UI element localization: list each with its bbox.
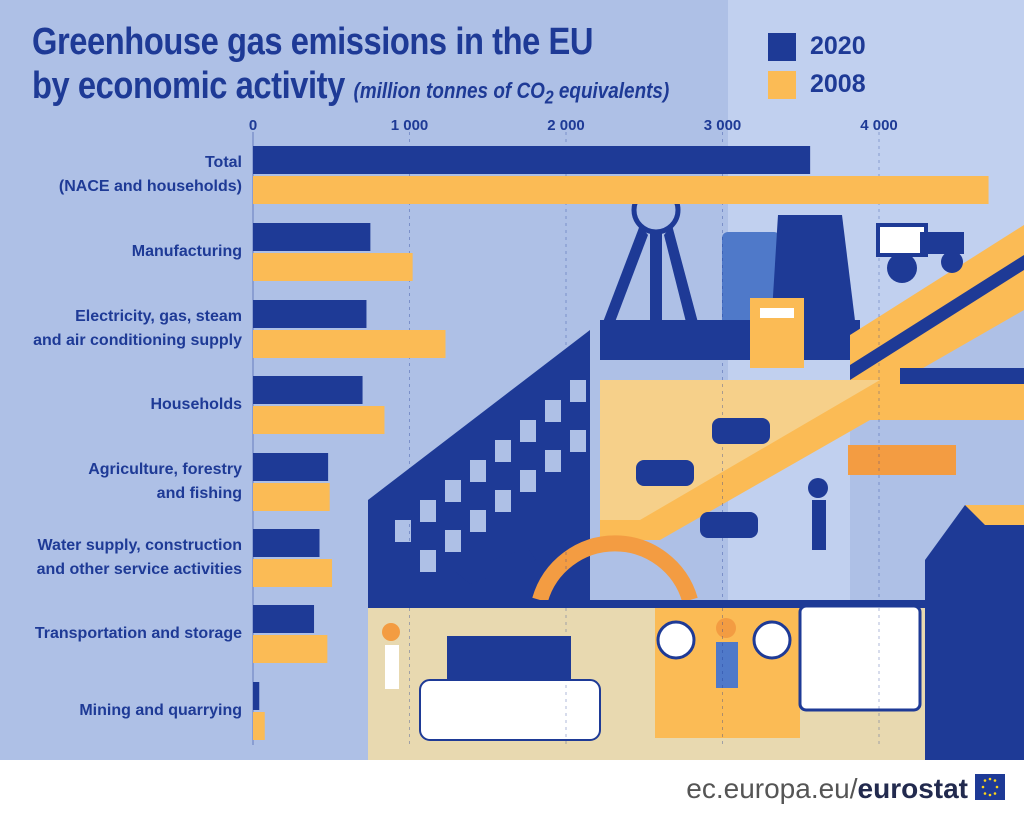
x-tick-label: 3 000 <box>704 117 742 134</box>
house-roof <box>965 505 1024 525</box>
bar-2008 <box>253 330 446 358</box>
legend-item-2008: 2008 <box>768 70 866 99</box>
building-windows <box>395 380 586 572</box>
legend-label-2020: 2020 <box>810 32 866 60</box>
eu-flag-icon <box>975 774 1005 800</box>
houses <box>925 505 1024 760</box>
footer <box>0 760 1024 818</box>
category-label: Households <box>150 396 242 413</box>
thermostat-arc <box>532 535 698 603</box>
bar-2008 <box>253 253 413 281</box>
person-icon <box>382 478 828 689</box>
factory-base <box>600 320 860 360</box>
source-domain: ec.europa.eu/ <box>686 773 858 804</box>
tractor-icon <box>876 223 964 283</box>
sofa-icon <box>419 679 601 741</box>
source-brand: eurostat <box>857 773 968 804</box>
crane-load <box>848 445 956 475</box>
bar-2008 <box>253 559 333 587</box>
category-label: Electricity, gas, steam <box>75 308 242 325</box>
chart-title-text: by economic activity <box>32 65 345 107</box>
crane-arm <box>900 368 1024 384</box>
category-label: and other service activities <box>37 561 243 578</box>
category-label: Mining and quarrying <box>79 702 242 719</box>
fan-icon <box>656 620 696 660</box>
legend-swatch-2020 <box>768 32 796 61</box>
fan-icon <box>752 620 792 660</box>
car-icon <box>636 418 770 538</box>
x-tick-label: 4 000 <box>860 117 898 134</box>
category-label: Manufacturing <box>132 243 242 260</box>
legend-swatch-2008 <box>768 70 796 99</box>
truck-icon <box>798 604 922 712</box>
bar-2020 <box>253 300 367 328</box>
legend-label-2008: 2008 <box>810 70 866 98</box>
bar-2008 <box>253 712 265 740</box>
legend-item-2020: 2020 <box>768 32 866 61</box>
chart-title-line1: Greenhouse gas emissions in the EU <box>32 21 594 63</box>
bar-2008 <box>253 635 328 663</box>
subtitle-text: (million tonnes of CO <box>353 78 545 103</box>
subtitle-subscript: 2 <box>544 86 554 108</box>
bar-2020 <box>253 453 329 481</box>
x-tick-label: 1 000 <box>391 117 429 134</box>
bar-2020 <box>253 376 363 404</box>
floor-line <box>368 600 1018 608</box>
bar-2008 <box>253 483 330 511</box>
chart-subtitle: (million tonnes of CO2 equivalents) <box>353 78 670 107</box>
bar-2020 <box>253 682 260 710</box>
x-tick-label: 2 000 <box>547 117 585 134</box>
chart-title-line2: by economic activity (million tonnes of … <box>32 66 669 117</box>
bar-2020 <box>253 605 315 633</box>
bar-2020 <box>253 223 371 251</box>
category-label: (NACE and households) <box>59 178 242 195</box>
source-link[interactable]: ec.europa.eu/eurostat <box>686 773 968 805</box>
bar-2008 <box>253 406 385 434</box>
x-tick-label: 0 <box>249 117 257 134</box>
factory-window <box>760 308 794 318</box>
category-label: and fishing <box>157 485 242 502</box>
bar-2020 <box>253 146 811 174</box>
subtitle-text-end: equivalents) <box>553 78 670 103</box>
category-label: and air conditioning supply <box>33 332 242 349</box>
airplane-icon <box>456 548 536 584</box>
category-label: Agriculture, forestry <box>88 461 242 478</box>
field-row <box>850 255 1024 380</box>
category-label: Transportation and storage <box>35 625 242 642</box>
bar-2008 <box>253 176 989 204</box>
bar-2020 <box>253 529 320 557</box>
category-label: Water supply, construction <box>38 537 242 554</box>
category-label: Total <box>205 154 242 171</box>
